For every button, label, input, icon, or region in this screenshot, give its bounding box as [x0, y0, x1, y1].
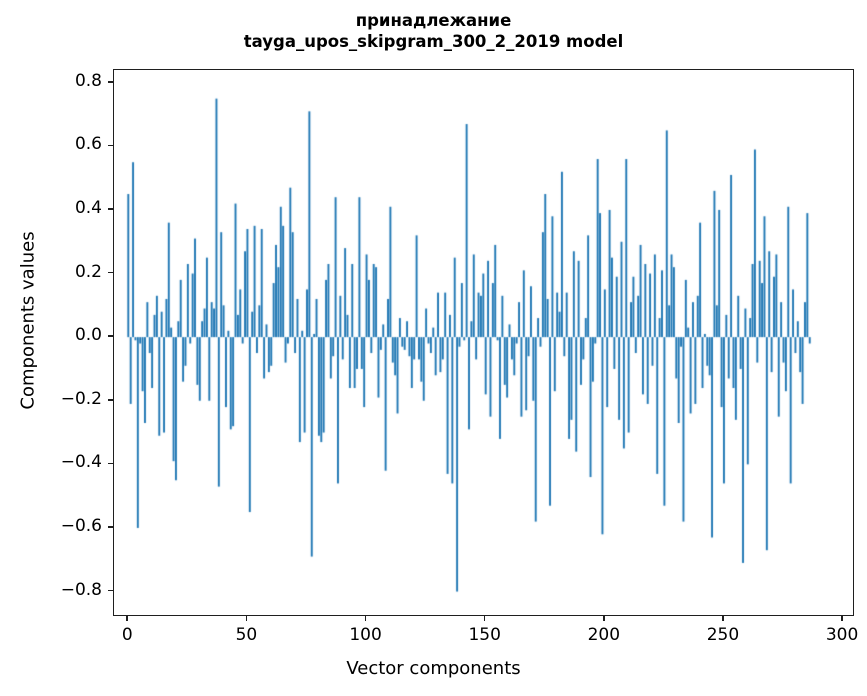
y-tick-label: 0.0 [74, 325, 102, 346]
x-axis-label: Vector components [346, 658, 521, 679]
y-tick-label: 0.4 [74, 197, 102, 218]
y-tick-label: −0.6 [60, 515, 102, 536]
x-tick-label: 50 [235, 625, 258, 645]
y-tick-mark [108, 144, 113, 147]
y-tick-mark [108, 589, 113, 592]
y-tick-mark [108, 208, 113, 210]
x-tick-label: 0 [121, 625, 133, 645]
y-tick-mark [108, 335, 113, 337]
chart-title-line-1: принадлежание [355, 11, 512, 30]
x-tick-mark [245, 616, 248, 621]
y-tick-label: 0.8 [74, 70, 102, 91]
y-tick-label: −0.8 [60, 579, 102, 600]
y-tick-mark [108, 271, 113, 274]
x-tick-label: 150 [468, 625, 501, 645]
x-tick-label: 100 [349, 625, 382, 645]
y-tick-label: −0.2 [60, 388, 102, 409]
y-axis-label: Components values [17, 231, 39, 410]
bar-series-canvas [114, 70, 853, 615]
x-tick-mark [841, 616, 843, 621]
y-tick-mark [108, 526, 113, 528]
y-tick-mark [108, 80, 113, 83]
x-tick-label: 300 [825, 625, 859, 645]
chart-title: принадлежание tayga_upos_skipgram_300_2_… [0, 10, 867, 52]
x-tick-label: 200 [587, 625, 621, 645]
x-tick-mark [722, 616, 724, 621]
x-tick-mark [603, 616, 605, 621]
y-tick-mark [108, 398, 113, 401]
plot-axes [113, 69, 854, 616]
y-tick-label: −0.4 [60, 452, 102, 473]
chart-title-line-2: tayga_upos_skipgram_300_2_2019 model [243, 32, 624, 52]
x-tick-label: 250 [706, 625, 740, 645]
y-tick-label: 0.2 [74, 261, 102, 282]
x-tick-mark [126, 616, 129, 621]
y-tick-mark [108, 462, 113, 465]
x-tick-mark [364, 616, 367, 621]
x-tick-mark [483, 616, 486, 621]
y-tick-label: 0.6 [74, 134, 102, 155]
